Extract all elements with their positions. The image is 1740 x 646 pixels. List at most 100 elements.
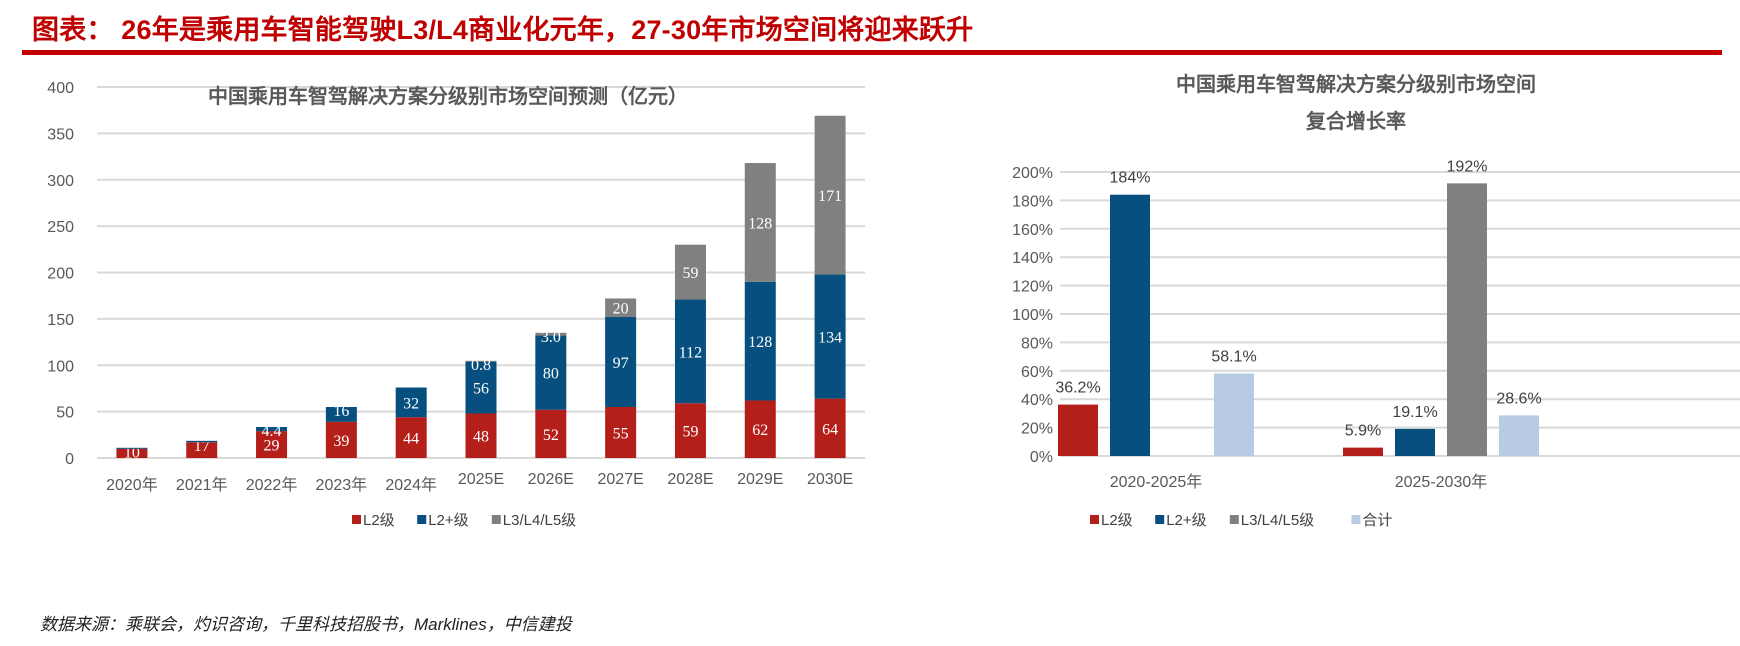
x-tick-label: 2029E — [737, 471, 783, 488]
x-tick-label: 2020年 — [106, 476, 158, 494]
market-size-stacked-bar-chart: 0 50 100 150 200 250 300 350 400 中国乘用车智驾解决方案分级别市场… — [47, 80, 865, 529]
data-label: 134 — [818, 329, 842, 346]
x-tick-label: 2022年 — [246, 476, 298, 494]
bar-segment — [814, 274, 846, 399]
bar-segment — [256, 431, 288, 458]
bar-segment — [814, 115, 846, 275]
y-tick-label: 40% — [1021, 392, 1053, 409]
legend-swatch — [1229, 515, 1239, 524]
data-label: 62 — [752, 422, 768, 439]
data-label: 3.0 — [541, 329, 561, 346]
data-label: 112 — [679, 344, 702, 361]
legend-swatch — [417, 515, 427, 524]
data-label: 48 — [473, 429, 489, 446]
y-tick-label: 100 — [47, 358, 74, 375]
bar-segment — [814, 398, 846, 458]
data-label: 80 — [543, 366, 559, 383]
bar-segment — [465, 413, 497, 458]
page-title: 图表： 26年是乘用车智能驾驶L3/L4商业化元年，27-30年市场空间将迎来跃… — [32, 15, 974, 45]
bar-segment — [116, 447, 148, 449]
legend-swatch — [1351, 515, 1361, 524]
data-label: 58.1% — [1211, 348, 1256, 365]
bar — [1110, 194, 1150, 456]
x-tick-label: 2025E — [458, 471, 504, 488]
title-divider — [22, 50, 1722, 55]
bar-segment — [605, 298, 637, 318]
data-source-note: 数据来源：乘联会，灼识咨询，千里科技招股书，Marklines，中信建投 — [40, 615, 572, 634]
bar-segment — [535, 332, 567, 336]
legend-label: L2+级 — [428, 512, 468, 529]
y-tick-label: 350 — [47, 126, 74, 143]
cagr-grouped-bar-chart: 0% 20% 40% 60% 80% 100% 120% 140% 160% 180% 200% 中国… — [1012, 72, 1740, 529]
data-label: 36.2% — [1055, 380, 1100, 397]
y-tick-label: 200% — [1012, 165, 1053, 182]
bar-segment — [465, 360, 497, 362]
bar-segment — [674, 244, 706, 300]
legend-label: L2级 — [363, 512, 395, 529]
bar-segment — [395, 417, 427, 458]
bar-segment — [186, 442, 218, 458]
bar-segment — [256, 427, 288, 432]
chart-title: 中国乘用车智驾解决方案分级别市场空间预测（亿元） — [208, 84, 688, 108]
y-tick-label: 0 — [65, 451, 74, 468]
bar-segment — [465, 361, 497, 414]
data-label: 52 — [543, 427, 559, 444]
data-label: 10 — [124, 445, 140, 462]
legend-swatch — [1090, 515, 1099, 524]
y-tick-label: 250 — [47, 219, 74, 236]
bar — [1214, 373, 1254, 456]
legend-label: L3/L4/L5级 — [1241, 512, 1314, 529]
data-label: 19.1% — [1392, 404, 1437, 421]
y-tick-label: 180% — [1012, 193, 1053, 210]
x-category-label: 2025-2030年 — [1395, 473, 1488, 491]
data-label: 20 — [613, 301, 629, 318]
legend-label: 合计 — [1362, 512, 1392, 529]
bar-segment — [744, 163, 776, 282]
y-tick-label: 140% — [1012, 250, 1053, 267]
y-tick-label: 300 — [47, 173, 74, 190]
data-label: 32 — [403, 395, 419, 412]
x-tick-label: 2030E — [807, 471, 853, 488]
y-tick-label: 60% — [1021, 364, 1053, 381]
data-label: 55 — [613, 425, 629, 442]
bar-segment — [674, 299, 706, 404]
bar-segment — [325, 421, 357, 458]
data-label: 39 — [333, 433, 349, 450]
data-label: 64 — [822, 421, 838, 438]
x-tick-label: 2023年 — [316, 476, 368, 494]
bar — [1343, 447, 1383, 456]
data-label: 192% — [1447, 158, 1488, 175]
bar-segment — [395, 387, 427, 418]
data-label: 16 — [333, 403, 349, 420]
chart-title-line-1: 中国乘用车智驾解决方案分级别市场空间 — [1176, 72, 1536, 96]
bar-segment — [744, 281, 776, 401]
bar-segment — [535, 335, 567, 410]
bar-segment — [674, 403, 706, 458]
x-category-label: 2020-2025年 — [1110, 473, 1203, 491]
y-tick-label: 50 — [56, 405, 74, 422]
y-tick-label: 120% — [1012, 279, 1053, 296]
y-tick-label: 80% — [1021, 335, 1053, 352]
bar-segment — [186, 440, 218, 443]
data-label: 128 — [748, 334, 772, 351]
y-tick-label: 150 — [47, 312, 74, 329]
legend-swatch — [491, 515, 501, 524]
data-label: 5.9% — [1345, 423, 1381, 440]
x-tick-label: 2024年 — [385, 476, 437, 494]
legend-label: L3/L4/L5级 — [503, 512, 576, 529]
x-tick-label: 2028E — [667, 471, 713, 488]
legend-swatch — [352, 515, 361, 524]
y-tick-label: 400 — [47, 80, 74, 97]
data-label: 56 — [473, 381, 489, 398]
data-label: 59 — [682, 265, 698, 282]
bar — [1058, 404, 1098, 456]
x-tick-label: 2021年 — [176, 476, 228, 494]
x-tick-label: 2027E — [598, 471, 644, 488]
bar-segment — [605, 406, 637, 458]
legend-swatch — [1155, 515, 1165, 524]
y-tick-label: 20% — [1021, 421, 1053, 438]
x-tick-label: 2026E — [528, 471, 574, 488]
data-label: 0.8 — [471, 357, 491, 374]
data-label: 59 — [682, 424, 698, 441]
bar-segment — [535, 409, 567, 458]
